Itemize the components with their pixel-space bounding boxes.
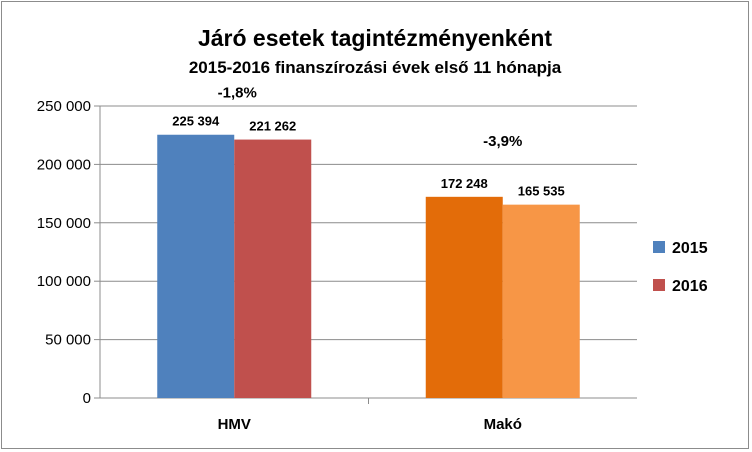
category-label: HMV	[218, 416, 251, 433]
legend-label: 2015	[672, 240, 708, 257]
category-label: Makó	[484, 416, 522, 433]
bar	[425, 196, 503, 398]
legend-label: 2016	[672, 278, 708, 295]
bar	[234, 139, 312, 398]
legend-swatch	[653, 241, 665, 253]
y-tick-label: 200 000	[37, 156, 91, 173]
change-annotation: -1,8%	[218, 85, 257, 102]
chart-title: Járó esetek tagintézményenként	[198, 25, 552, 51]
data-label: 225 394	[172, 114, 220, 129]
change-annotations: -1,8% -3,9%	[218, 85, 523, 150]
bar	[502, 204, 580, 398]
legend-swatch	[653, 279, 665, 291]
y-tick-label: 250 000	[37, 98, 91, 115]
bar	[157, 134, 235, 398]
data-label: 172 248	[441, 176, 488, 191]
data-label: 165 535	[518, 184, 565, 199]
data-label: 221 262	[249, 119, 296, 134]
y-tick-label: 150 000	[37, 215, 91, 232]
bars	[157, 134, 580, 398]
y-tick-label: 100 000	[37, 273, 91, 290]
y-tick-label: 0	[83, 390, 91, 407]
x-axis-categories: HMV Makó	[218, 416, 522, 433]
chart-subtitle: 2015-2016 finanszírozási évek első 11 hó…	[189, 58, 562, 77]
data-labels: 225 394 221 262 172 248 165 535	[172, 114, 565, 199]
change-annotation: -3,9%	[483, 133, 522, 150]
y-tick-label: 50 000	[45, 332, 91, 349]
legend: 2015 2016	[653, 240, 708, 295]
y-axis-ticks: 0 50 000 100 000 150 000 200 000 250 000	[37, 98, 91, 407]
